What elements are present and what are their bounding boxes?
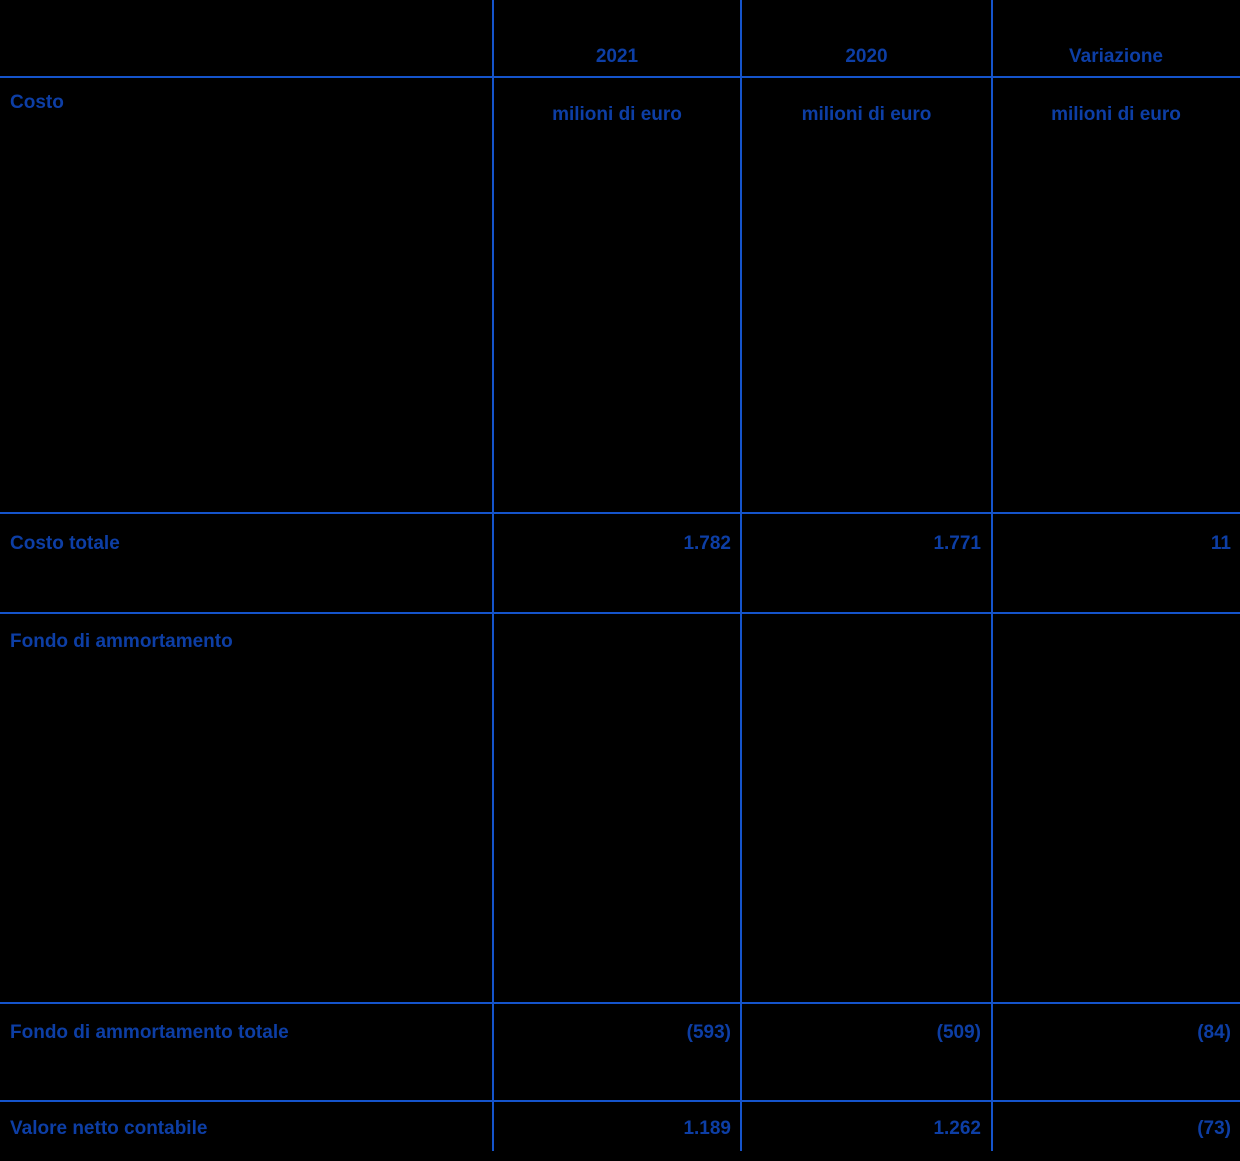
fondo-totale-top-divider bbox=[0, 1002, 1240, 1004]
value-valore-netto-2020: 1.262 bbox=[933, 1118, 981, 1139]
value-fondo-totale-variazione: (84) bbox=[1197, 1022, 1231, 1043]
column-header-2020-year: 2020 bbox=[845, 46, 888, 67]
column-header-2021: 2021 milioni di euro bbox=[493, 0, 741, 158]
row-label-valore-netto-contabile: Valore netto contabile bbox=[10, 1118, 208, 1139]
valore-netto-top-divider bbox=[0, 1100, 1240, 1102]
value-valore-netto-2021: 1.189 bbox=[683, 1118, 731, 1139]
value-fondo-totale-2020: (509) bbox=[936, 1022, 981, 1043]
header-divider bbox=[0, 76, 1240, 78]
value-costo-totale-2020: 1.771 bbox=[933, 533, 981, 554]
column-header-2021-unit: milioni di euro bbox=[552, 104, 682, 125]
value-costo-totale-variazione: 11 bbox=[1210, 533, 1231, 554]
column-header-2020-unit: milioni di euro bbox=[801, 104, 932, 125]
column-divider-2 bbox=[740, 0, 742, 1151]
column-header-2021-year: 2021 bbox=[595, 46, 639, 67]
row-label-fondo-ammortamento-totale: Fondo di ammortamento totale bbox=[10, 1022, 289, 1043]
value-fondo-totale-2021: (593) bbox=[686, 1022, 731, 1043]
column-header-2020: 2020 milioni di euro bbox=[741, 0, 992, 158]
value-valore-netto-variazione: (73) bbox=[1197, 1118, 1231, 1139]
row-label-fondo-ammortamento: Fondo di ammortamento bbox=[10, 631, 233, 652]
costo-totale-top-divider bbox=[0, 512, 1240, 514]
column-header-variazione: Variazione milioni di euro bbox=[992, 0, 1240, 158]
column-header-variazione-unit: milioni di euro bbox=[1051, 104, 1181, 125]
fondo-section-top-divider bbox=[0, 612, 1240, 614]
column-header-variazione-year: Variazione bbox=[1069, 46, 1163, 67]
column-divider-3 bbox=[991, 0, 993, 1151]
column-divider-1 bbox=[492, 0, 494, 1151]
row-label-costo-totale: Costo totale bbox=[10, 533, 120, 554]
value-costo-totale-2021: 1.782 bbox=[683, 533, 731, 554]
row-label-costo: Costo bbox=[10, 92, 64, 113]
